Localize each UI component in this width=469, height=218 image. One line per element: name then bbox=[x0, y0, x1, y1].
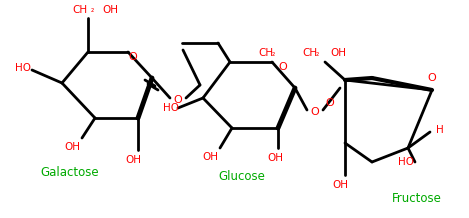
Text: OH: OH bbox=[332, 180, 348, 190]
Text: ₂: ₂ bbox=[272, 48, 275, 58]
Text: O: O bbox=[428, 73, 436, 83]
Text: OH: OH bbox=[267, 153, 283, 163]
Text: OH: OH bbox=[330, 48, 346, 58]
Text: O: O bbox=[310, 107, 319, 117]
Text: H: H bbox=[436, 125, 444, 135]
Text: HO: HO bbox=[398, 157, 414, 167]
Text: Galactose: Galactose bbox=[40, 165, 98, 179]
Text: CH: CH bbox=[258, 48, 273, 58]
Text: ₂: ₂ bbox=[91, 5, 94, 15]
Text: Glucose: Glucose bbox=[218, 170, 265, 182]
Text: Fructose: Fructose bbox=[392, 191, 442, 204]
Text: OH: OH bbox=[125, 155, 141, 165]
Text: ₂: ₂ bbox=[316, 48, 319, 58]
Text: O: O bbox=[325, 98, 334, 108]
Text: O: O bbox=[279, 62, 287, 72]
Text: OH: OH bbox=[64, 142, 80, 152]
Text: OH: OH bbox=[202, 152, 218, 162]
Text: OH: OH bbox=[102, 5, 118, 15]
Text: HO: HO bbox=[15, 63, 31, 73]
Text: HO: HO bbox=[163, 103, 179, 113]
Text: O: O bbox=[174, 95, 182, 105]
Text: O: O bbox=[129, 52, 137, 62]
Text: CH: CH bbox=[302, 48, 317, 58]
Text: CH: CH bbox=[72, 5, 87, 15]
